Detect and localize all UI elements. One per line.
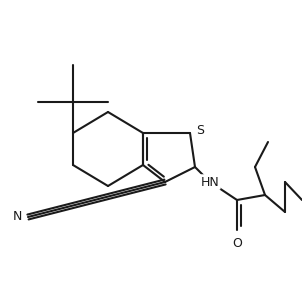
Text: S: S <box>196 123 204 137</box>
Text: HN: HN <box>201 176 219 188</box>
Text: N: N <box>13 211 22 223</box>
Text: O: O <box>232 237 242 250</box>
